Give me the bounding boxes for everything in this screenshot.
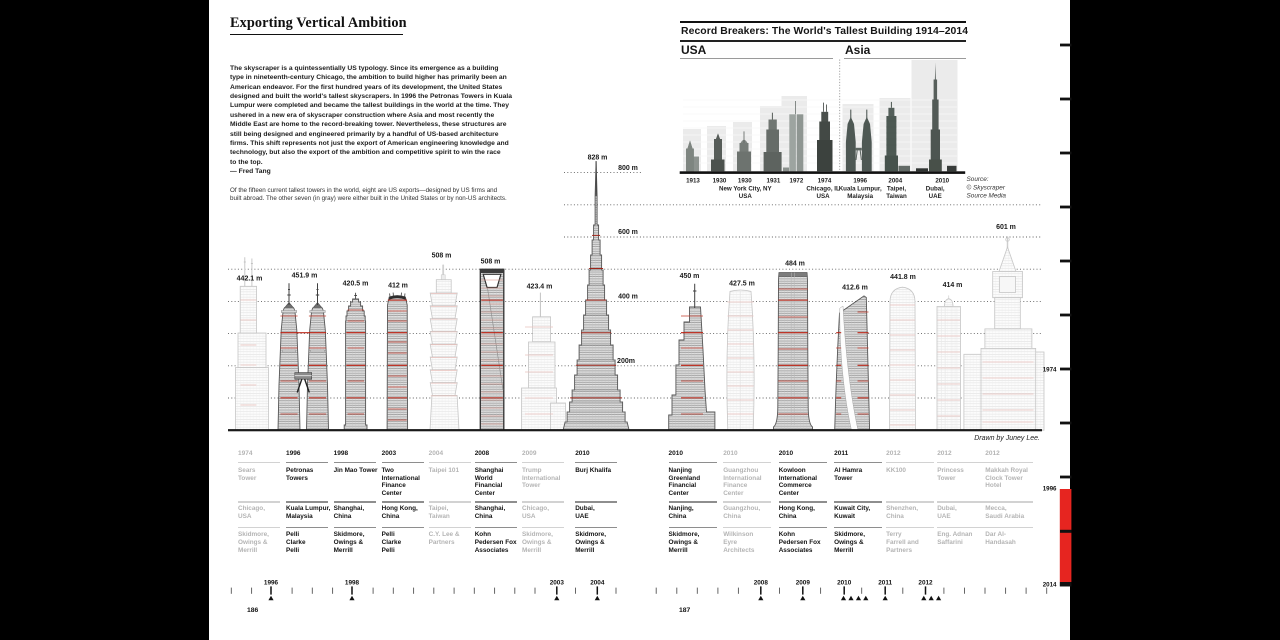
svg-text:1996: 1996 xyxy=(1043,486,1057,493)
svg-text:1996: 1996 xyxy=(853,177,867,184)
svg-text:600 m: 600 m xyxy=(618,229,638,236)
svg-text:Chicago, IL: Chicago, IL xyxy=(806,186,840,193)
svg-text:Source:: Source: xyxy=(967,176,989,183)
svg-text:441.8 m: 441.8 m xyxy=(890,274,916,281)
svg-text:USA: USA xyxy=(817,193,831,200)
svg-text:451.9 m: 451.9 m xyxy=(292,272,318,279)
svg-text:1930: 1930 xyxy=(713,177,727,184)
svg-text:508 m: 508 m xyxy=(481,259,501,266)
svg-text:1931: 1931 xyxy=(767,177,781,184)
svg-text:2004: 2004 xyxy=(590,579,605,586)
svg-text:420.5 m: 420.5 m xyxy=(343,281,369,288)
svg-text:Malaysia: Malaysia xyxy=(847,193,873,200)
svg-text:UAE: UAE xyxy=(929,193,942,200)
svg-text:USA: USA xyxy=(739,193,753,200)
svg-text:423.4 m: 423.4 m xyxy=(527,283,553,290)
svg-text:2003: 2003 xyxy=(550,579,565,586)
svg-text:New York City, NY: New York City, NY xyxy=(719,186,772,193)
svg-text:412 m: 412 m xyxy=(388,283,408,290)
svg-text:2009: 2009 xyxy=(796,579,811,586)
svg-text:1998: 1998 xyxy=(345,579,360,586)
svg-text:2011: 2011 xyxy=(878,579,892,586)
svg-text:427.5 m: 427.5 m xyxy=(729,280,755,287)
svg-text:484 m: 484 m xyxy=(785,260,805,267)
svg-text:2008: 2008 xyxy=(754,579,769,586)
svg-text:442.1 m: 442.1 m xyxy=(237,276,263,283)
svg-text:1974: 1974 xyxy=(818,177,832,184)
svg-text:1972: 1972 xyxy=(790,177,804,184)
svg-text:Kuala Lumpur,: Kuala Lumpur, xyxy=(839,186,882,193)
svg-text:1996: 1996 xyxy=(264,579,279,586)
svg-text:© Skyscraper: © Skyscraper xyxy=(967,184,1006,192)
svg-text:1930: 1930 xyxy=(738,177,752,184)
svg-text:414 m: 414 m xyxy=(943,282,963,289)
svg-text:2004: 2004 xyxy=(888,177,902,184)
svg-text:800 m: 800 m xyxy=(618,165,638,172)
svg-text:400 m: 400 m xyxy=(618,294,638,301)
svg-text:Source Media: Source Media xyxy=(967,193,1007,200)
svg-text:200m: 200m xyxy=(617,358,635,365)
svg-text:2012: 2012 xyxy=(918,579,933,586)
svg-text:2014: 2014 xyxy=(1043,582,1057,589)
svg-text:508 m: 508 m xyxy=(432,253,452,260)
svg-text:601 m: 601 m xyxy=(996,224,1016,231)
svg-text:450 m: 450 m xyxy=(680,273,700,280)
svg-text:Dubai,: Dubai, xyxy=(926,186,945,193)
svg-text:Taipei,: Taipei, xyxy=(887,186,906,193)
svg-text:2010: 2010 xyxy=(837,579,852,586)
svg-text:412.6 m: 412.6 m xyxy=(842,284,868,291)
svg-text:828 m: 828 m xyxy=(588,154,608,161)
svg-text:1913: 1913 xyxy=(686,177,700,184)
svg-text:1974: 1974 xyxy=(1043,367,1057,374)
svg-text:2010: 2010 xyxy=(935,177,949,184)
svg-text:Taiwan: Taiwan xyxy=(886,193,907,200)
